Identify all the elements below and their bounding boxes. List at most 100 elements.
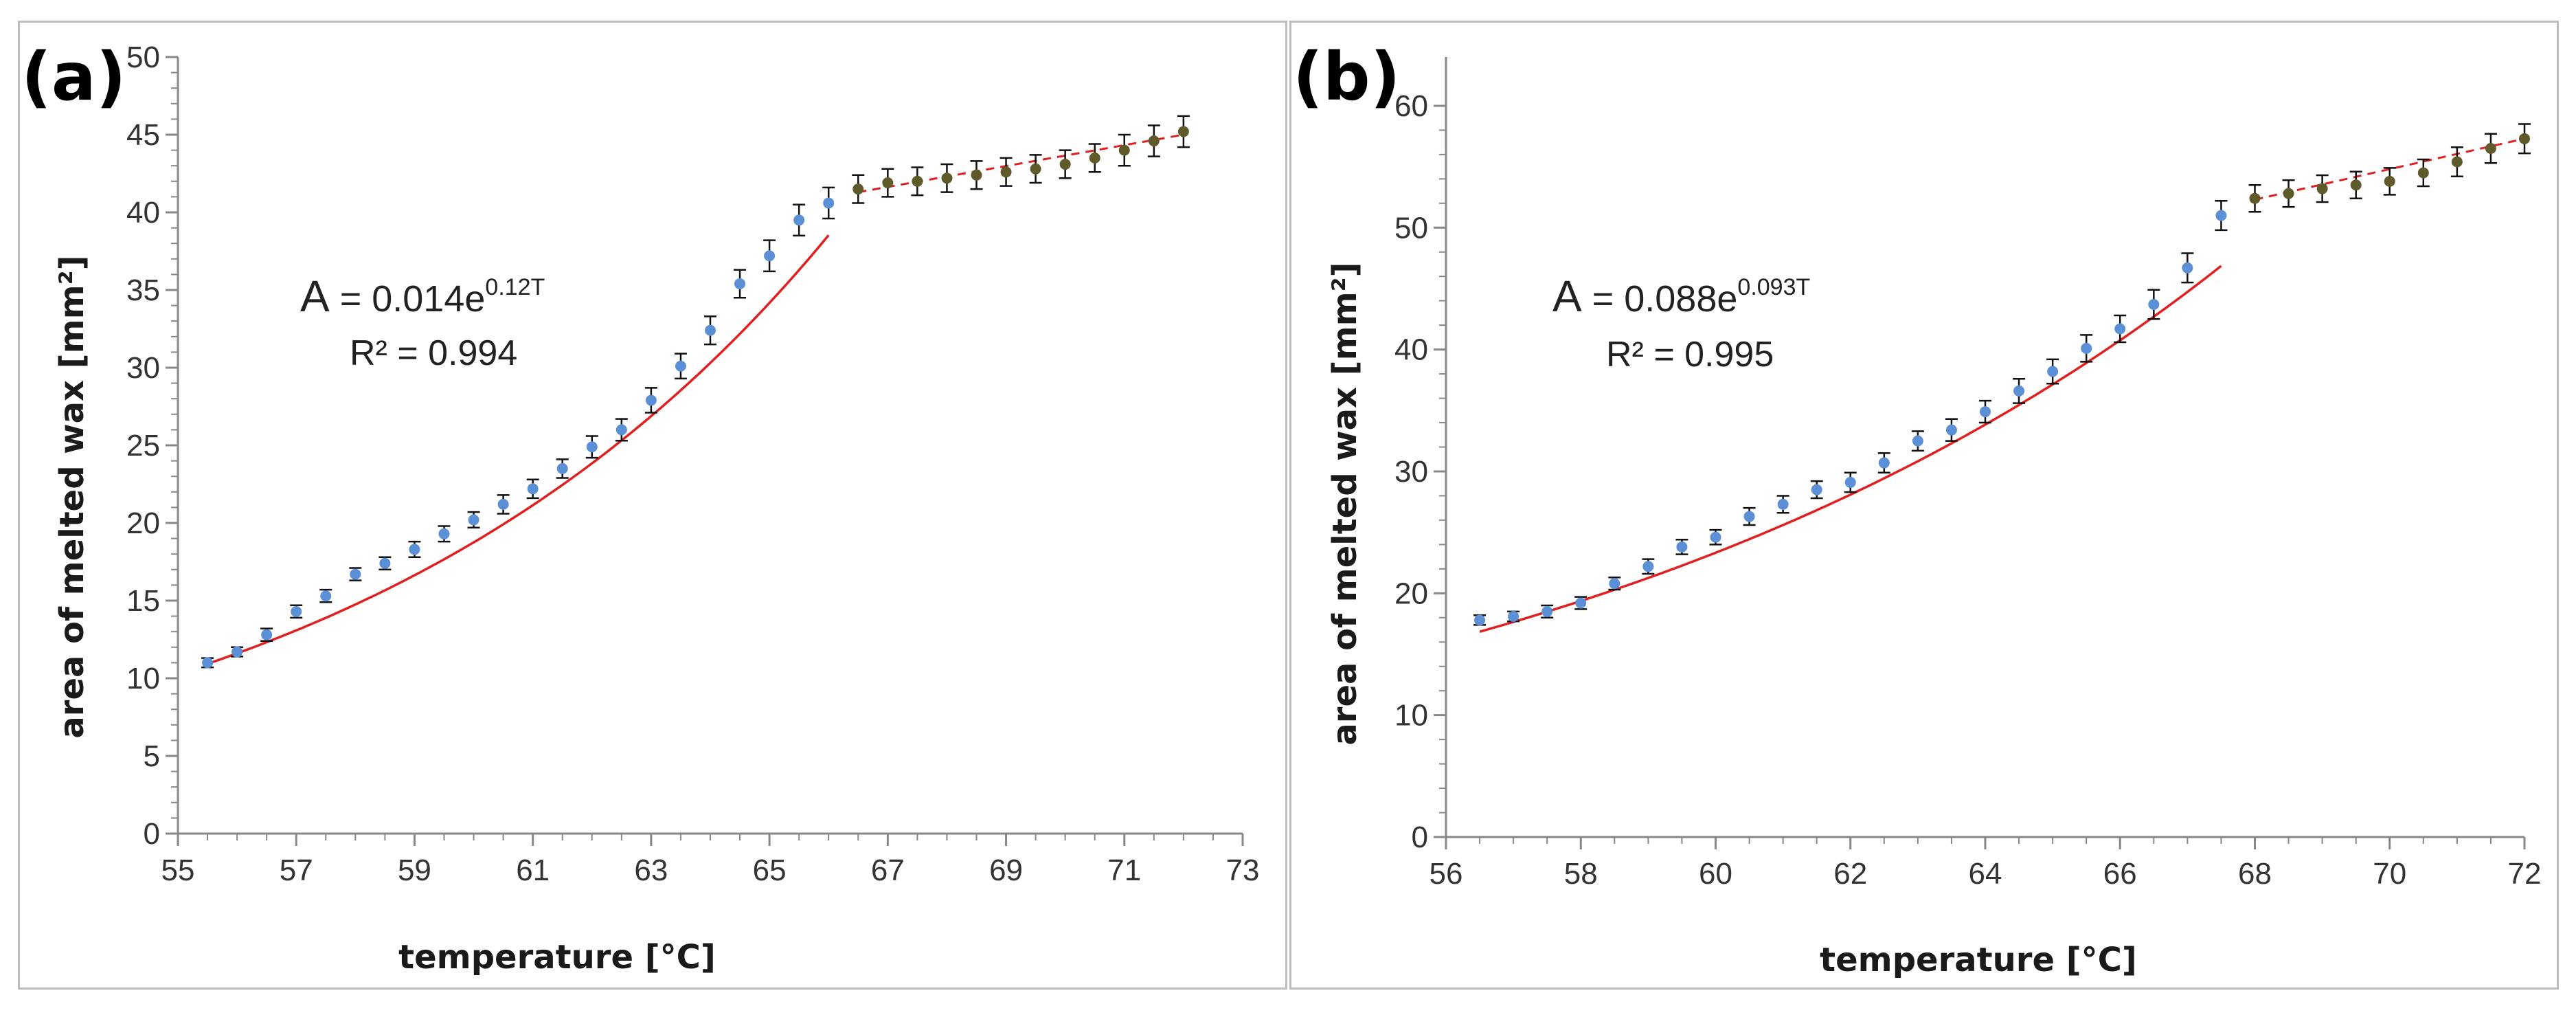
x-tick-label-a: 73 [1226, 854, 1260, 887]
data-point-series-0 [2081, 342, 2092, 354]
y-tick-label-b: 20 [1394, 577, 1428, 610]
data-point-series-0 [793, 214, 805, 226]
equation-body-b: = 0.088e [1582, 278, 1738, 320]
data-point-series-0 [1878, 457, 1890, 469]
x-tick-label-b: 70 [2373, 857, 2406, 891]
data-point-series-0 [409, 544, 420, 555]
x-tick-label-b: 68 [2238, 857, 2272, 891]
y-tick-label-a: 35 [126, 274, 160, 307]
x-tick-label-a: 61 [516, 854, 550, 887]
data-point-series-1 [1118, 144, 1130, 156]
y-tick-label-b: 50 [1394, 211, 1428, 245]
data-point-series-0 [1710, 531, 1721, 543]
fit-equation-b: A = 0.088e0.093T [1552, 271, 1810, 321]
y-axis-title-a: area of melted wax [mm²] [53, 255, 91, 738]
data-point-series-1 [2283, 188, 2294, 199]
y-tick-label-a: 5 [144, 739, 160, 773]
data-point-series-0 [2047, 366, 2059, 377]
data-point-series-0 [1575, 597, 1587, 609]
trend-line-a [858, 133, 1184, 194]
data-point-series-0 [1912, 435, 1923, 447]
data-point-series-0 [2148, 299, 2160, 311]
data-point-series-1 [1148, 135, 1160, 147]
data-point-series-0 [1676, 541, 1688, 553]
data-point-series-0 [2182, 262, 2193, 274]
data-point-series-1 [2451, 156, 2463, 168]
data-point-series-1 [1059, 158, 1071, 170]
y-tick-label-a: 25 [126, 429, 160, 462]
data-point-series-1 [1177, 126, 1189, 137]
data-point-series-0 [1844, 476, 1856, 488]
data-point-series-1 [882, 177, 894, 189]
y-tick-label-a: 10 [126, 662, 160, 695]
y-tick-label-b: 0 [1412, 821, 1428, 854]
x-tick-label-a: 63 [634, 854, 668, 887]
data-point-series-1 [2249, 192, 2261, 204]
fit-curve-b [1479, 265, 2222, 633]
y-tick-label-b: 30 [1394, 455, 1428, 489]
equation-exponent-b: 0.093T [1737, 274, 1810, 300]
x-tick-label-b: 62 [1833, 857, 1867, 891]
r-squared-b: R² = 0.995 [1606, 335, 1774, 375]
data-point-series-1 [2316, 183, 2328, 194]
data-point-series-0 [1474, 614, 1486, 626]
equation-lhs-b: A [1552, 271, 1582, 321]
data-point-series-1 [941, 172, 953, 184]
data-point-series-0 [675, 360, 686, 372]
x-tick-label-a: 71 [1107, 854, 1141, 887]
plot-area-b: 0 10 20 30 40 50 60 56 58 60 62 64 66 68 70 72 [1394, 57, 2541, 891]
data-point-series-1 [1030, 163, 1041, 175]
data-point-series-1 [1000, 166, 1012, 178]
data-point-series-1 [2384, 175, 2395, 187]
x-tick-label-a: 59 [398, 854, 431, 887]
data-point-series-0 [320, 590, 332, 602]
x-tick-label-b: 66 [2103, 857, 2137, 891]
chart-panel-b: (b) area of melted wax [mm²] temperature… [1289, 21, 2559, 990]
plot-area-a: 0 5 10 15 20 25 30 35 40 45 50 55 57 59 61 63 65 67 69 71 73 [126, 41, 1259, 887]
x-tick-label-a: 69 [989, 854, 1023, 887]
equation-exponent-a: 0.12T [485, 274, 545, 300]
y-tick-label-a: 45 [126, 118, 160, 152]
data-point-series-1 [971, 169, 982, 181]
x-tick-label-a: 67 [871, 854, 905, 887]
y-tick-label-a: 40 [126, 196, 160, 230]
panel-label-b: (b) [1293, 38, 1400, 115]
r-squared-a: R² = 0.994 [350, 333, 517, 373]
data-point-series-0 [261, 629, 273, 640]
data-point-series-0 [527, 483, 539, 495]
data-point-series-0 [1508, 611, 1519, 623]
chart-b-canvas: (b) area of melted wax [mm²] temperature… [1293, 38, 2541, 979]
data-point-series-0 [1980, 406, 1991, 418]
x-axis-title-b: temperature [°C] [1820, 941, 2137, 979]
x-tick-label-b: 72 [2508, 857, 2542, 891]
data-point-series-0 [1743, 511, 1755, 522]
equation-body-a: = 0.014e [330, 278, 486, 320]
data-point-series-0 [556, 462, 568, 474]
data-point-series-0 [291, 605, 302, 617]
y-tick-label-a: 50 [126, 41, 160, 74]
y-axis-title-b: area of melted wax [mm²] [1326, 262, 1364, 745]
x-tick-label-b: 60 [1699, 857, 1732, 891]
fit-curve-a [207, 234, 830, 665]
x-tick-label-a: 57 [280, 854, 313, 887]
data-point-series-0 [2114, 323, 2126, 335]
data-point-series-1 [912, 175, 923, 187]
chart-panel-a: (a) area of melted wax [mm²] temperature… [18, 21, 1287, 990]
y-tick-label-a: 0 [144, 817, 160, 851]
trend-line-b [2255, 137, 2525, 201]
data-point-series-1 [852, 183, 864, 195]
data-point-series-1 [2417, 167, 2429, 179]
data-point-series-0 [350, 568, 361, 580]
data-point-series-0 [379, 557, 391, 569]
data-point-series-0 [2013, 385, 2025, 397]
data-point-series-0 [1945, 424, 1957, 436]
x-tick-label-a: 55 [161, 854, 195, 887]
x-tick-label-a: 65 [753, 854, 787, 887]
data-point-series-1 [2485, 143, 2496, 155]
panel-label-a: (a) [21, 38, 126, 115]
x-axis-title-a: temperature [°C] [398, 938, 716, 977]
data-point-series-0 [615, 424, 627, 436]
data-point-series-1 [1089, 152, 1100, 164]
y-tick-label-b: 40 [1394, 333, 1428, 367]
x-tick-label-b: 58 [1564, 857, 1598, 891]
